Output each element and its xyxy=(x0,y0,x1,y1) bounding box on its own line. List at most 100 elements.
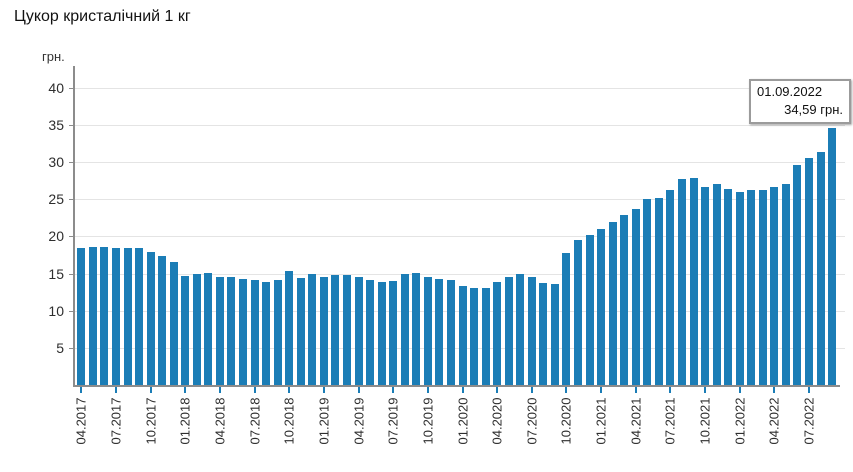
x-tick-mark xyxy=(322,387,325,393)
bar[interactable] xyxy=(158,256,167,385)
bar[interactable] xyxy=(574,240,582,385)
x-tick-label: 07.2022 xyxy=(801,397,817,445)
x-tick-label: 07.2020 xyxy=(524,397,540,445)
bar[interactable] xyxy=(666,190,675,385)
bar[interactable] xyxy=(747,190,756,385)
bar[interactable] xyxy=(331,275,340,385)
bar[interactable] xyxy=(146,251,155,385)
x-tick-mark xyxy=(565,387,568,393)
bar[interactable] xyxy=(689,178,698,385)
x-tick-mark xyxy=(288,387,291,393)
bar[interactable] xyxy=(805,157,813,385)
bar[interactable] xyxy=(493,282,502,385)
x-tick-label: 01.2019 xyxy=(316,397,332,445)
bar[interactable] xyxy=(389,280,398,385)
x-tick-mark xyxy=(496,387,499,393)
y-gridline xyxy=(75,162,845,163)
bar[interactable] xyxy=(204,272,213,385)
y-tick-label: 25 xyxy=(48,191,64,208)
y-tick-label: 5 xyxy=(56,339,64,356)
bar[interactable] xyxy=(412,272,421,385)
bar[interactable] xyxy=(770,187,779,385)
y-gridline xyxy=(75,273,845,275)
y-tick-mark xyxy=(69,347,74,349)
bar[interactable] xyxy=(123,247,132,385)
bar[interactable] xyxy=(100,246,109,385)
x-tick-label: 01.2021 xyxy=(593,397,609,445)
bar[interactable] xyxy=(88,246,97,385)
x-tick-mark xyxy=(669,387,672,393)
bar[interactable] xyxy=(135,248,144,385)
x-tick-label: 04.2020 xyxy=(489,397,505,445)
bar[interactable] xyxy=(793,165,802,385)
bar[interactable] xyxy=(343,275,351,385)
bar[interactable] xyxy=(377,281,386,385)
bar[interactable] xyxy=(724,188,733,385)
bar[interactable] xyxy=(470,288,478,385)
bar[interactable] xyxy=(308,274,317,385)
bar[interactable] xyxy=(250,280,259,385)
bar[interactable] xyxy=(620,214,629,385)
bar[interactable] xyxy=(735,191,744,385)
bar[interactable] xyxy=(215,276,224,385)
x-tick-label: 04.2018 xyxy=(212,397,228,445)
y-axis-line xyxy=(73,66,75,387)
bar[interactable] xyxy=(435,278,444,385)
bar[interactable] xyxy=(285,271,294,385)
bar[interactable] xyxy=(677,179,686,385)
bar[interactable] xyxy=(239,278,247,385)
bar[interactable] xyxy=(516,274,525,385)
x-tick-label: 10.2018 xyxy=(281,397,297,445)
bar[interactable] xyxy=(354,277,363,385)
bar[interactable] xyxy=(712,183,721,385)
bar[interactable] xyxy=(585,234,594,385)
bar[interactable] xyxy=(550,283,559,385)
x-tick-label: 07.2019 xyxy=(385,397,401,445)
y-tick-label: 20 xyxy=(48,228,64,245)
x-tick-label: 10.2021 xyxy=(697,397,713,445)
bar[interactable] xyxy=(701,187,709,385)
bar[interactable] xyxy=(539,283,548,385)
bar[interactable] xyxy=(504,276,513,385)
bar[interactable] xyxy=(262,282,271,385)
bar[interactable] xyxy=(273,279,282,385)
x-tick-mark xyxy=(600,387,602,393)
bar[interactable] xyxy=(828,127,836,385)
x-tick-mark xyxy=(773,387,776,393)
bar[interactable] xyxy=(296,278,305,385)
bar[interactable] xyxy=(527,277,536,385)
x-tick-label: 07.2021 xyxy=(662,397,678,445)
bar[interactable] xyxy=(597,228,605,385)
x-tick-mark xyxy=(149,387,152,393)
bar[interactable] xyxy=(181,275,190,385)
bar[interactable] xyxy=(458,286,467,385)
bar[interactable] xyxy=(481,287,490,385)
bar[interactable] xyxy=(192,274,201,385)
x-tick-label: 07.2018 xyxy=(247,397,263,445)
bar[interactable] xyxy=(781,183,790,385)
bar[interactable] xyxy=(366,279,375,385)
y-tick-mark xyxy=(69,124,74,126)
bar[interactable] xyxy=(446,279,455,385)
bar[interactable] xyxy=(816,151,825,385)
y-gridline xyxy=(75,199,845,201)
bar[interactable] xyxy=(112,247,120,385)
bar[interactable] xyxy=(631,208,640,385)
bar[interactable] xyxy=(643,199,652,385)
x-tick-mark xyxy=(253,387,256,393)
y-tick-label: 35 xyxy=(48,116,64,133)
bar[interactable] xyxy=(758,190,767,385)
bar[interactable] xyxy=(608,222,617,385)
bar[interactable] xyxy=(562,252,571,385)
bar[interactable] xyxy=(169,262,178,385)
x-tick-mark xyxy=(530,387,533,393)
bar[interactable] xyxy=(227,277,236,385)
bar[interactable] xyxy=(319,277,328,385)
bar[interactable] xyxy=(77,248,86,385)
tooltip-value: 34,59 грн. xyxy=(784,102,843,117)
x-tick-mark xyxy=(115,387,117,393)
bar[interactable] xyxy=(400,274,409,385)
bar[interactable] xyxy=(423,276,432,385)
bar[interactable] xyxy=(654,198,663,385)
x-tick-mark xyxy=(392,387,395,393)
